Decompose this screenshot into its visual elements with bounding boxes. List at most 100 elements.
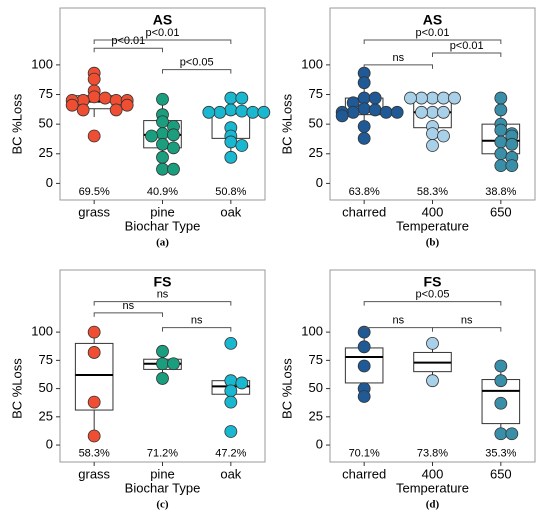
data-point (224, 384, 238, 398)
data-point (437, 91, 450, 105)
data-point (390, 105, 404, 119)
data-point (87, 429, 101, 443)
data-point (357, 359, 371, 373)
data-point (224, 103, 238, 117)
x-tick-label: pine (150, 204, 175, 219)
data-point (494, 135, 508, 149)
y-tick-label: 100 (301, 324, 323, 339)
significance-label: ns (123, 300, 135, 312)
mean-label: 73.8% (417, 447, 448, 459)
data-point (437, 105, 450, 119)
y-tick-label: 25 (39, 408, 53, 423)
significance-bracket (93, 47, 163, 53)
significance-label: p<0.05 (416, 289, 450, 301)
x-tick-label: grass (78, 466, 110, 481)
significance-bracket (93, 312, 163, 317)
data-point (368, 91, 382, 105)
y-tick-label: 75 (309, 352, 323, 367)
x-tick-label: 400 (422, 466, 444, 481)
data-point (98, 91, 112, 105)
significance-bracket (363, 327, 433, 332)
panel-caption: (d) (426, 499, 440, 511)
data-point (357, 340, 371, 354)
data-point (156, 115, 169, 129)
data-point (494, 396, 508, 410)
data-point (426, 127, 439, 141)
data-point (494, 427, 508, 441)
data-point (494, 147, 508, 161)
panel-title: FS (154, 274, 172, 290)
y-tick-label: 0 (316, 175, 323, 190)
y-tick-label: 0 (46, 436, 53, 451)
data-point (224, 135, 238, 149)
x-tick-label: grass (78, 204, 110, 219)
y-tick-label: 50 (39, 116, 53, 131)
mean-label: 63.8% (349, 186, 380, 198)
panel-caption: (b) (426, 237, 440, 249)
significance-label: p<0.05 (180, 57, 214, 69)
significance-label: ns (191, 315, 203, 327)
data-point (357, 131, 371, 145)
significance-label: p<0.01 (111, 35, 145, 47)
mean-label: 35.3% (485, 447, 516, 459)
significance-label: p<0.01 (450, 40, 484, 52)
mean-label: 38.8% (485, 186, 516, 198)
data-point (202, 105, 216, 119)
data-point (426, 139, 439, 152)
x-tick-label: 650 (490, 204, 512, 219)
significance-bracket (363, 301, 502, 306)
y-tick-label: 75 (39, 352, 53, 367)
data-point (224, 395, 238, 409)
mean-label: 50.8% (215, 186, 246, 198)
data-point (109, 103, 123, 117)
data-point (426, 91, 439, 105)
data-point (494, 359, 508, 373)
data-point (494, 91, 508, 105)
y-tick-label: 100 (31, 324, 53, 339)
data-point (494, 103, 508, 117)
data-point (156, 372, 169, 385)
data-point (426, 337, 439, 350)
data-point (357, 120, 371, 133)
y-tick-label: 75 (309, 86, 323, 101)
data-point (167, 128, 180, 142)
data-point (505, 427, 519, 441)
data-point (65, 98, 79, 112)
x-tick-label: pine (150, 466, 175, 481)
significance-bracket (432, 52, 502, 58)
significance-bracket (432, 327, 502, 332)
y-tick-label: 50 (309, 380, 323, 395)
data-point (87, 346, 101, 359)
significance-bracket (162, 327, 232, 332)
y-tick-label: 75 (39, 86, 53, 101)
data-point (346, 105, 360, 119)
y-tick-label: 100 (301, 56, 323, 71)
significance-label: ns (393, 315, 405, 327)
data-point (246, 105, 260, 119)
y-tick-label: 25 (309, 145, 323, 160)
data-point (494, 159, 508, 173)
x-tick-label: 650 (490, 466, 512, 481)
panel-caption: (c) (156, 499, 169, 511)
data-point (235, 139, 249, 152)
x-tick-label: oak (220, 466, 241, 481)
y-axis-label: BC %Loss (279, 358, 294, 419)
data-point (87, 90, 101, 104)
data-point (213, 105, 227, 119)
mean-label: 71.2% (147, 447, 178, 459)
significance-bracket (93, 39, 232, 44)
x-tick-label: charred (342, 466, 386, 481)
y-axis-label: BC %Loss (279, 93, 294, 154)
panel-title: FS (424, 274, 442, 290)
significance-label: p<0.01 (146, 27, 180, 39)
y-tick-label: 50 (309, 116, 323, 131)
y-tick-label: 0 (316, 436, 323, 451)
data-point (235, 376, 249, 390)
significance-label: ns (157, 289, 169, 301)
data-point (156, 344, 169, 358)
data-point (357, 76, 371, 90)
data-point (357, 91, 371, 105)
panel-caption: (a) (156, 237, 169, 249)
data-point (494, 374, 508, 388)
